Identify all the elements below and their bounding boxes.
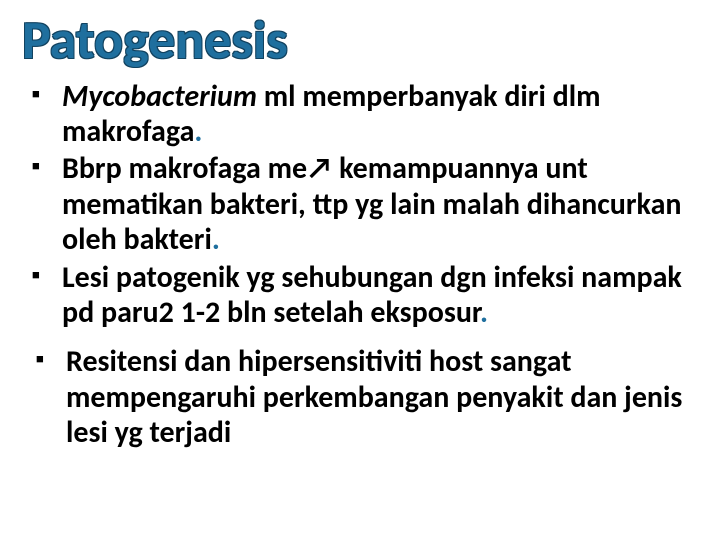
period: . (212, 221, 220, 258)
bullet-list-1: Mycobacterium ml memperbanyak diri dlm m… (22, 79, 692, 331)
bullet-list-2: Resitensi dan hipersensitiviti host sang… (22, 344, 692, 450)
slide-title: Patogenesis (22, 12, 692, 69)
list-item: Mycobacterium ml memperbanyak diri dlm m… (62, 79, 692, 150)
bullet-text: Resitensi dan hipersensitiviti host sang… (66, 343, 682, 451)
list-item: Lesi patogenik yg sehubungan dgn infeksi… (62, 260, 692, 331)
list-item: Resitensi dan hipersensitiviti host sang… (66, 344, 692, 450)
list-item: Bbrp makrofaga me↗ kemampuannya unt mema… (62, 151, 692, 257)
period: . (480, 294, 488, 331)
italic-term: Mycobacterium (62, 78, 257, 115)
bullet-text: Lesi patogenik yg sehubungan dgn infeksi… (62, 259, 682, 331)
period: . (194, 113, 202, 150)
bullet-text: Bbrp makrofaga me↗ kemampuannya unt mema… (62, 150, 682, 258)
